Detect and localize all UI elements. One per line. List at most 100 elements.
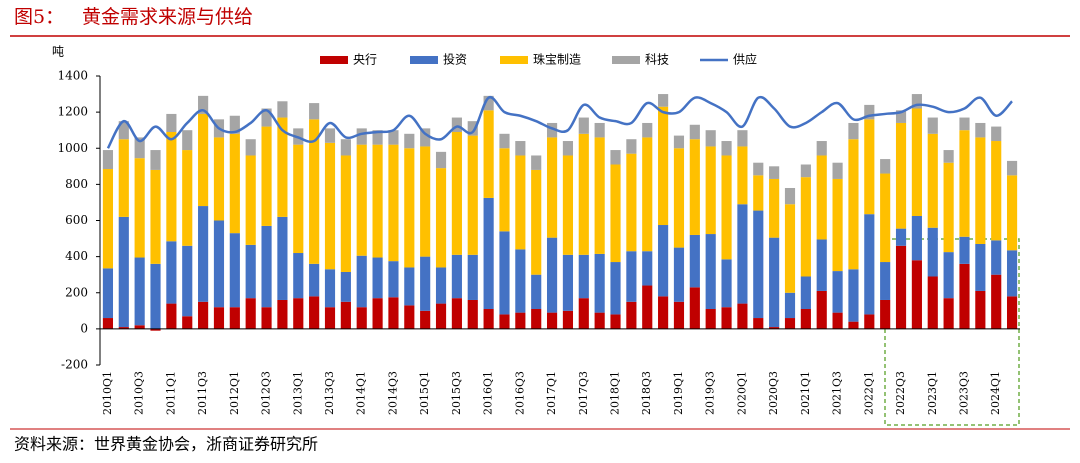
bar — [245, 139, 256, 156]
source-note: 资料来源：世界黄金协会，浙商证券研究所 — [14, 435, 318, 454]
legend-label: 供应 — [733, 52, 757, 67]
bar — [340, 155, 351, 272]
bar — [769, 178, 780, 238]
bar — [182, 245, 193, 317]
x-tick-label: 2018Q1 — [609, 371, 622, 415]
bar — [435, 151, 447, 169]
bar — [689, 124, 700, 140]
bar — [943, 150, 954, 163]
bar — [356, 307, 367, 329]
x-tick-label: 2011Q1 — [164, 371, 177, 415]
bar — [753, 210, 764, 319]
bar — [435, 168, 447, 268]
bar — [340, 271, 351, 302]
x-tick-label: 2010Q3 — [133, 371, 146, 415]
bar — [927, 276, 938, 329]
bar — [689, 287, 700, 329]
bar — [340, 301, 351, 329]
bar — [309, 103, 320, 120]
bar — [324, 269, 336, 308]
legend-swatch — [612, 56, 640, 64]
bar — [769, 166, 780, 179]
x-tick-label: 2010Q1 — [101, 371, 114, 415]
bar — [943, 298, 954, 329]
bar — [673, 148, 685, 248]
bar — [451, 117, 462, 132]
bar — [578, 298, 589, 329]
bar — [118, 327, 129, 329]
bar — [546, 137, 558, 238]
bar — [293, 298, 304, 329]
bar — [705, 309, 716, 329]
bar — [515, 249, 526, 313]
bar — [816, 155, 827, 240]
bar — [689, 139, 700, 235]
bar — [959, 236, 970, 264]
bar — [959, 117, 970, 131]
bar — [578, 117, 589, 134]
bar — [769, 327, 780, 329]
bar — [388, 261, 399, 298]
bar — [721, 307, 732, 329]
bar — [562, 155, 574, 255]
bar — [229, 115, 240, 134]
x-tick-label: 2013Q3 — [323, 371, 336, 415]
bar — [309, 119, 320, 264]
bar — [340, 139, 351, 156]
bar — [880, 173, 891, 263]
bar — [895, 110, 907, 123]
bar — [927, 117, 938, 134]
x-tick-label: 2020Q1 — [735, 371, 748, 415]
x-tick-label: 2016Q1 — [482, 371, 495, 415]
bar — [499, 133, 510, 149]
bar — [372, 144, 383, 258]
bar — [150, 169, 161, 264]
bar — [642, 251, 653, 286]
bar — [737, 303, 748, 329]
bar — [420, 256, 431, 311]
bar — [848, 122, 859, 140]
y-tick-label: 200 — [65, 285, 88, 299]
bar — [880, 262, 891, 300]
x-tick-label: 2019Q1 — [672, 371, 685, 415]
bar — [166, 241, 177, 304]
bar — [880, 159, 891, 174]
bar — [467, 121, 478, 136]
bar — [277, 216, 288, 300]
bar — [531, 169, 542, 275]
x-tick-label: 2018Q3 — [640, 371, 653, 415]
bar — [642, 137, 653, 252]
y-tick-label: 1400 — [57, 69, 88, 83]
bar — [737, 204, 748, 304]
bar — [229, 307, 240, 329]
bar — [1006, 160, 1018, 176]
y-tick-label: 1000 — [57, 141, 88, 155]
bar — [261, 126, 272, 226]
bar — [991, 240, 1002, 275]
bar — [309, 263, 320, 297]
bar — [705, 146, 716, 235]
bar — [832, 178, 843, 272]
bar — [515, 312, 526, 329]
bar — [626, 139, 637, 154]
x-tick-label: 2021Q3 — [831, 371, 844, 415]
bar — [658, 296, 669, 329]
bar — [911, 108, 922, 216]
bar — [943, 252, 954, 299]
bar — [245, 155, 256, 245]
bar — [261, 108, 272, 127]
bar — [467, 254, 478, 300]
bar — [927, 227, 938, 277]
bar — [150, 328, 161, 331]
x-tick-label: 2016Q3 — [513, 371, 526, 415]
bar — [546, 312, 558, 329]
bar — [626, 301, 637, 329]
x-tick-label: 2013Q1 — [291, 371, 304, 415]
bar — [546, 122, 558, 138]
x-tick-label: 2022Q1 — [862, 371, 875, 415]
bar — [198, 113, 209, 207]
supply-line — [106, 95, 1013, 149]
bar — [404, 133, 415, 149]
bar — [1006, 296, 1018, 329]
bar — [483, 95, 494, 111]
